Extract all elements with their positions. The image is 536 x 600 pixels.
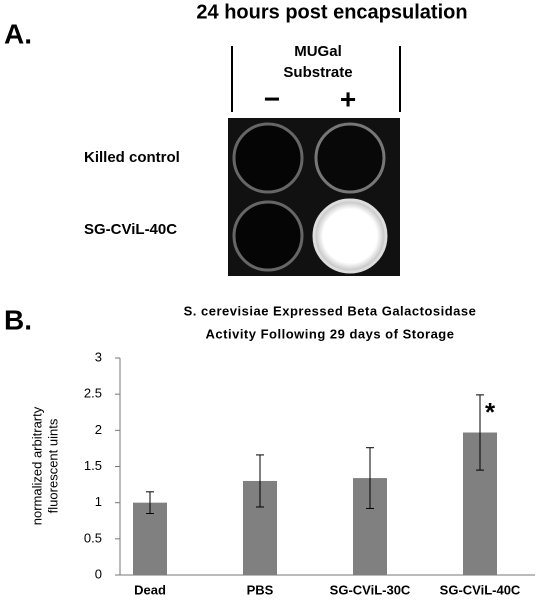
error-bar bbox=[256, 454, 264, 508]
panel-label: B. bbox=[4, 304, 32, 335]
well bbox=[232, 122, 304, 194]
row-label: SG-CViL-40C bbox=[84, 221, 177, 238]
x-tick-label: SG-CViL-30C bbox=[330, 582, 411, 597]
error-bar bbox=[476, 394, 484, 471]
row-label: Killed control bbox=[84, 149, 180, 166]
column-label: + bbox=[340, 83, 356, 114]
y-axis-label: fluorescent uints bbox=[45, 418, 60, 513]
y-axis-label: normalized arbitrarty bbox=[29, 406, 44, 525]
y-tick-label: 0.5 bbox=[84, 530, 102, 545]
bar bbox=[133, 502, 167, 575]
x-tick-label: PBS bbox=[247, 582, 274, 597]
column-label: − bbox=[264, 83, 280, 114]
error-bar bbox=[146, 491, 154, 515]
column-header: Substrate bbox=[283, 64, 352, 81]
y-tick-label: 3 bbox=[95, 349, 102, 364]
y-tick-label: 1.5 bbox=[84, 458, 102, 473]
x-tick-label: Dead bbox=[134, 582, 166, 597]
significance-marker: * bbox=[485, 397, 496, 427]
well bbox=[312, 198, 388, 274]
chart-title: S. cerevisiae Expressed Beta Galactosida… bbox=[184, 303, 477, 318]
figure-title: 24 hours post encapsulation bbox=[196, 1, 467, 23]
y-tick-label: 2.5 bbox=[84, 386, 102, 401]
well bbox=[314, 122, 386, 194]
column-header: MUGal bbox=[294, 43, 342, 60]
well bbox=[232, 200, 304, 272]
panel-label: A. bbox=[4, 18, 32, 49]
x-tick-label: SG-CViL-40C bbox=[440, 582, 521, 597]
chart-title: Activity Following 29 days of Storage bbox=[206, 326, 455, 341]
y-tick-label: 2 bbox=[95, 422, 102, 437]
y-tick-label: 0 bbox=[95, 566, 102, 581]
y-tick-label: 1 bbox=[95, 494, 102, 509]
error-bar bbox=[366, 447, 374, 509]
